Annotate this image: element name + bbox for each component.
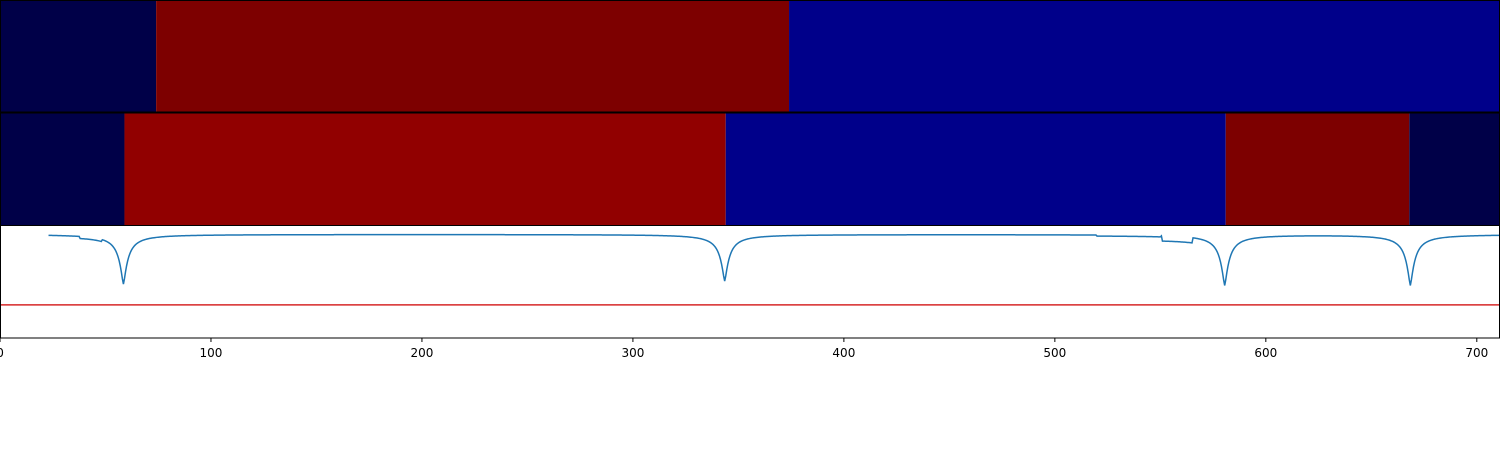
x-axis-ticks: 0 100 200 300 400 500 600 700: [0, 338, 1488, 360]
track-1-segment-1: [0, 0, 157, 112]
x-tick-label: 100: [200, 346, 223, 360]
x-tick-label: 400: [832, 346, 855, 360]
x-tick-label: 700: [1465, 346, 1488, 360]
signal-line: [48, 233, 1500, 286]
signal-layer: [48, 233, 1500, 286]
x-tick-label: 200: [410, 346, 433, 360]
track-2-segment-4: [1225, 113, 1410, 225]
x-tick-label: 500: [1043, 346, 1066, 360]
signal-axes: [0, 225, 1500, 338]
segment-track-1: [0, 0, 1500, 112]
x-tick-label: 300: [621, 346, 644, 360]
track-2-segment-1: [0, 113, 125, 225]
track-2-segment-5: [1409, 113, 1500, 225]
segment-track-2: [0, 113, 1500, 225]
track-2-segment-2: [124, 113, 726, 225]
track-1-segment-2: [156, 0, 790, 112]
x-tick-label: 600: [1254, 346, 1277, 360]
x-tick-label: 0: [0, 346, 4, 360]
segment-tracks: [0, 0, 1500, 225]
track-1-segment-3: [789, 0, 1500, 112]
signal-plot-area: [0, 225, 1500, 338]
track-2-segment-3: [725, 113, 1226, 225]
